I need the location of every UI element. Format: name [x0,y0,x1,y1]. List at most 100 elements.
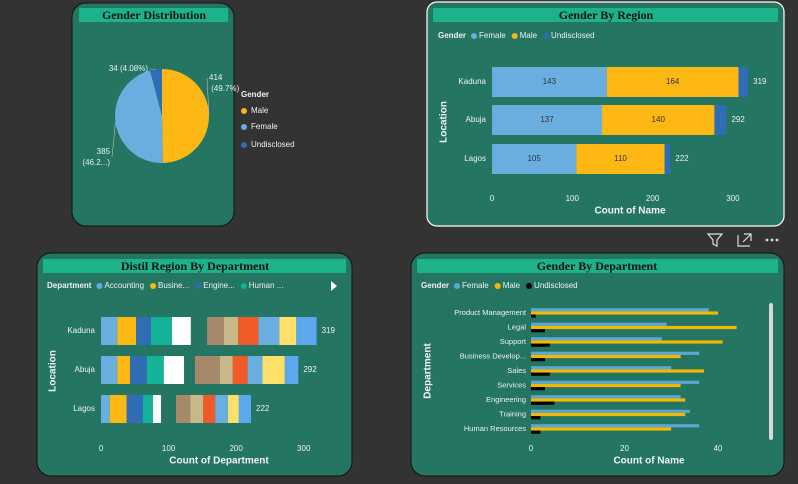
bar [531,337,662,341]
bar [531,401,555,405]
bar [531,354,681,359]
total-label: 292 [731,115,745,124]
bar-segment [279,317,297,345]
legend-label: Male [251,106,269,115]
y-tick-label: Business Develop... [460,351,526,360]
legend-marker [526,283,533,289]
bar [531,366,672,370]
dot [770,238,774,242]
legend-label: Female [462,281,489,290]
bar-segment [163,356,185,384]
y-tick-label: Engineering [486,395,526,404]
x-tick-label: 0 [99,444,104,453]
title-bar [43,259,346,273]
chart-title: Gender By Region [559,8,654,22]
y-axis-title: Department [423,343,434,399]
bar-segment [219,356,233,384]
data-label: 414 (49.7%) [209,73,240,93]
x-tick-label: 20 [620,444,629,453]
focus-mode-icon[interactable] [737,233,752,247]
x-tick-label: 300 [726,194,740,203]
chart-title: Gender Distribution [102,8,206,22]
bar-segment [238,395,252,423]
x-tick-label: 0 [490,194,495,203]
data-label: 105 [527,154,541,163]
bar [531,329,546,333]
bar-segment [238,317,259,345]
bar-segment [284,356,299,384]
legend-label: Male [503,281,521,290]
legend-marker [454,283,461,289]
x-tick-label: 100 [566,194,580,203]
legend-title: Department [47,281,92,290]
bar [531,340,723,344]
bar-segment [207,317,224,345]
data-label: 140 [652,115,666,124]
legend-marker [543,33,550,39]
bar-segment [101,317,118,345]
bar-segment [184,356,195,384]
bar-segment [296,317,317,345]
bar-segment [176,395,191,423]
bar-segment [190,395,204,423]
dot [765,238,769,242]
bar [531,409,690,413]
bar [531,314,536,318]
legend-label: Human ... [249,281,284,290]
x-tick-label: 100 [162,444,176,453]
bar-segment [232,356,248,384]
bar [531,416,541,420]
pie-slice [162,69,209,163]
legend-title: Gender [241,90,269,99]
legend-label: Female [479,31,506,40]
more-options[interactable] [765,238,779,242]
bar-segment [606,67,739,97]
bar-segment [117,317,137,345]
total-label: 319 [322,326,336,335]
bar-segment [738,67,749,97]
legend-marker [241,142,247,148]
bar [531,311,718,315]
bar-segment [171,317,191,345]
bar-segment [126,395,143,423]
bar [531,412,686,417]
title-bar [433,8,778,22]
y-tick-label: Lagos [73,404,95,413]
bar-segment [223,317,239,345]
bar-segment [228,395,239,423]
bar [531,380,700,384]
data-label: 385 (46.2...) [80,147,110,167]
pie-slice [115,70,163,163]
bar-segment [576,144,665,174]
bar-segment [492,144,577,174]
bar-segment [109,395,127,423]
scrollbar[interactable] [769,303,773,440]
legend-label: Accounting [104,281,144,290]
bar [531,387,546,391]
bar-segment [203,395,216,423]
bar-segment [101,395,110,423]
bar [531,427,672,431]
legend-scroll-arrow[interactable] [331,281,337,291]
y-tick-label: Kaduna [458,77,486,86]
chart-title: Distil Region By Department [121,259,269,273]
y-tick-label: Human Resources [464,424,526,433]
y-tick-label: Services [497,380,526,389]
legend-marker [494,283,501,289]
legend-marker [241,124,247,130]
bar-segment [492,67,607,97]
legend-label: Male [520,31,538,40]
x-axis-title: Count of Name [613,456,685,467]
x-tick-label: 300 [297,444,311,453]
bar-segment [262,356,285,384]
x-axis-title: Count of Department [169,456,269,467]
filter-icon[interactable] [706,233,724,247]
legend-label: Female [251,122,278,131]
legend-marker [195,283,202,289]
legend-label: Engine... [203,281,235,290]
bar [531,325,737,330]
legend-marker [150,283,157,289]
bar [531,395,681,399]
bar [531,372,550,376]
